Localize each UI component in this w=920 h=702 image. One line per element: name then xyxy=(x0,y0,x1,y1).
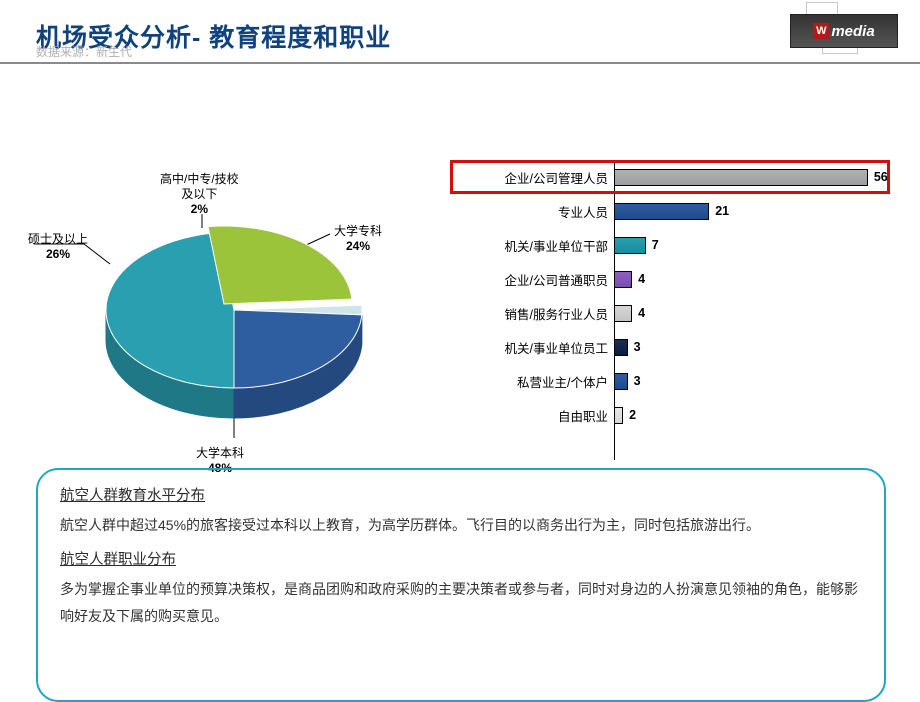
info-body-1: 航空人群中超过45%的旅客接受过本科以上教育，为高学历群体。飞行目的以商务出行为… xyxy=(60,512,862,539)
bar-track: 21 xyxy=(614,194,892,228)
source-label: 数据来源： xyxy=(36,45,96,59)
pie-label: 硕士及以上26% xyxy=(28,232,88,262)
bar-label: 销售/服务行业人员 xyxy=(438,304,614,323)
bar-label: 机关/事业单位员工 xyxy=(438,338,614,357)
bar-fill xyxy=(614,407,623,424)
pie-svg xyxy=(94,200,374,440)
bar-row: 机关/事业单位员工 3 xyxy=(438,330,892,364)
bar-row: 企业/公司普通职员 4 xyxy=(438,262,892,296)
bar-track: 2 xyxy=(614,398,892,432)
bar-row: 企业/公司管理人员 56 xyxy=(438,160,892,194)
bar-track: 3 xyxy=(614,330,892,364)
bar-track: 56 xyxy=(614,160,892,194)
bar-value: 7 xyxy=(652,238,659,252)
slide-header: 机场受众分析- 教育程度和职业 W media xyxy=(0,0,920,70)
bar-value: 3 xyxy=(634,340,641,354)
bar-value: 56 xyxy=(874,170,888,184)
bar-fill xyxy=(614,271,632,288)
bar-label: 机关/事业单位干部 xyxy=(438,236,614,255)
bar-fill xyxy=(614,373,628,390)
education-pie-chart: 大学本科48%硕士及以上26%高中/中专/技校及以下2%大学专科24% xyxy=(34,156,434,476)
bar-value: 4 xyxy=(638,306,645,320)
bar-track: 3 xyxy=(614,364,892,398)
info-body-2: 多为掌握企事业单位的预算决策权，是商品团购和政府采购的主要决策者或参与者，同时对… xyxy=(60,576,862,631)
info-title-2: 航空人群职业分布 xyxy=(60,546,176,574)
pie-label: 大学专科24% xyxy=(334,224,382,254)
logo-w-icon: W xyxy=(813,23,829,39)
title-underline xyxy=(0,62,920,64)
bar-label: 专业人员 xyxy=(438,202,614,221)
bar-label: 自由职业 xyxy=(438,406,614,425)
bar-fill xyxy=(614,305,632,322)
bar-row: 机关/事业单位干部 7 xyxy=(438,228,892,262)
bar-value: 4 xyxy=(638,272,645,286)
source-value: 新生代 xyxy=(96,45,132,59)
bar-fill xyxy=(614,339,628,356)
bar-label: 企业/公司管理人员 xyxy=(438,168,614,187)
brand-logo: W media xyxy=(790,14,898,48)
bar-track: 7 xyxy=(614,228,892,262)
data-source: 数据来源：新生代 xyxy=(36,43,132,60)
bar-fill xyxy=(614,237,646,254)
summary-box: 航空人群教育水平分布 航空人群中超过45%的旅客接受过本科以上教育，为高学历群体… xyxy=(36,468,886,702)
bar-label: 企业/公司普通职员 xyxy=(438,270,614,289)
info-title-1: 航空人群教育水平分布 xyxy=(60,482,205,510)
bar-value: 3 xyxy=(634,374,641,388)
bar-row: 销售/服务行业人员 4 xyxy=(438,296,892,330)
bar-fill xyxy=(614,169,868,186)
bar-row: 专业人员 21 xyxy=(438,194,892,228)
bar-value: 2 xyxy=(629,408,636,422)
bar-row: 私营业主/个体户 3 xyxy=(438,364,892,398)
occupation-bar-chart: 企业/公司管理人员56专业人员21机关/事业单位干部7企业/公司普通职员4销售/… xyxy=(438,160,892,460)
page-title: 机场受众分析- 教育程度和职业 xyxy=(36,18,920,54)
bar-fill xyxy=(614,203,709,220)
bar-track: 4 xyxy=(614,262,892,296)
pie-label: 高中/中专/技校及以下2% xyxy=(160,172,239,217)
logo-text: media xyxy=(831,23,874,40)
bar-row: 自由职业 2 xyxy=(438,398,892,432)
bar-label: 私营业主/个体户 xyxy=(438,372,614,391)
info-section-2: 航空人群职业分布 多为掌握企事业单位的预算决策权，是商品团购和政府采购的主要决策… xyxy=(60,546,862,631)
info-section-1: 航空人群教育水平分布 航空人群中超过45%的旅客接受过本科以上教育，为高学历群体… xyxy=(60,482,862,540)
bar-value: 21 xyxy=(715,204,729,218)
bar-track: 4 xyxy=(614,296,892,330)
